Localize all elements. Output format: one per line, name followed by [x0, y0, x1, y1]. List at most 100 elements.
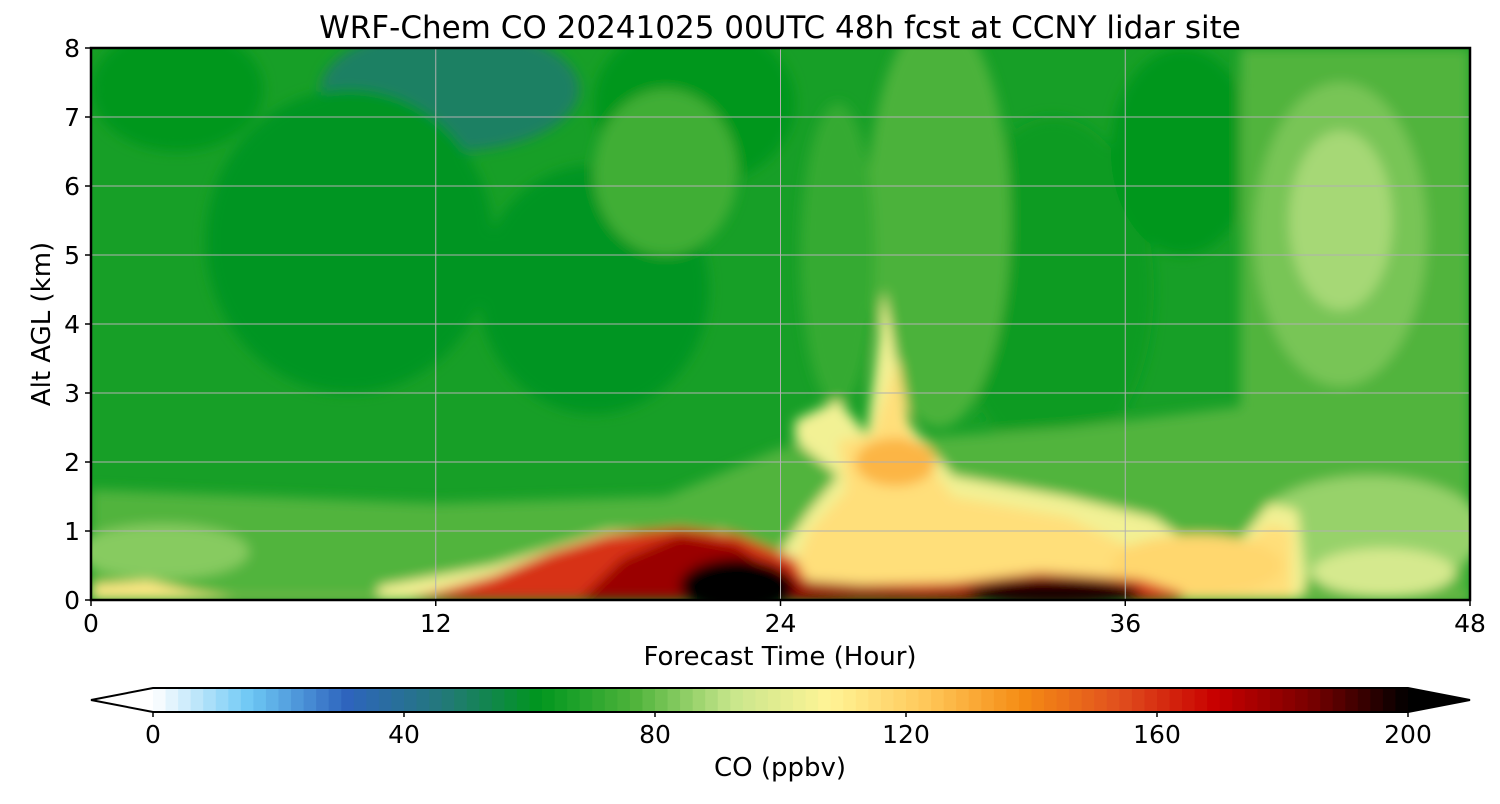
y-tick-label: 8 [64, 34, 80, 63]
colorbar-tick-label: 40 [388, 720, 420, 749]
colorbar-segment [1131, 688, 1146, 712]
colorbar-segment [1332, 688, 1346, 712]
colorbar-segment [429, 688, 443, 712]
colorbar-segment [504, 688, 518, 712]
colorbar-segment [1282, 688, 1296, 712]
colorbar-segment [993, 688, 1007, 712]
colorbar-segment [215, 688, 229, 712]
colorbar-segment [1069, 688, 1083, 712]
colorbar-segment [981, 688, 995, 712]
colorbar-segment [1119, 688, 1133, 712]
x-tick-label: 48 [1454, 609, 1486, 638]
colorbar-segment [742, 688, 756, 712]
y-tick-label: 0 [64, 586, 80, 615]
colorbar-segment [404, 688, 418, 712]
colorbar-segment [1269, 688, 1284, 712]
y-tick-label: 6 [64, 172, 80, 201]
colorbar-segment [818, 688, 832, 712]
colorbar-segment [1194, 688, 1208, 712]
colorbar-segment [416, 688, 430, 712]
colorbar-segment [1081, 688, 1095, 712]
colorbar-segment [880, 688, 895, 712]
colorbar-segment [868, 688, 882, 712]
colorbar-segment [1232, 688, 1246, 712]
colorbar: 0 40 80 120 160 200 [90, 687, 1471, 749]
x-tick-label: 12 [420, 609, 452, 638]
colorbar-segment [918, 688, 932, 712]
colorbar-segment [240, 688, 254, 712]
colorbar-segment [1182, 688, 1196, 712]
colorbar-segment [1345, 688, 1359, 712]
colorbar-segment [1382, 688, 1397, 712]
colorbar-tick-label: 200 [1384, 720, 1432, 749]
colorbar-segment [554, 688, 568, 712]
colorbar-segment [378, 688, 393, 712]
colorbar-segment [793, 688, 807, 712]
colorbar-segment [692, 688, 706, 712]
colorbar-segment [830, 688, 844, 712]
colorbar-segment [303, 688, 317, 712]
colorbar-segment [366, 688, 380, 712]
field-green-column [866, 48, 1011, 428]
colorbar-segment [567, 688, 581, 712]
colorbar-segment [1031, 688, 1045, 712]
colorbar-segment [855, 688, 869, 712]
chart-title: WRF-Chem CO 20241025 00UTC 48h fcst at C… [319, 10, 1241, 46]
colorbar-segment [542, 688, 556, 712]
colorbar-segment [278, 688, 292, 712]
colorbar-segment [1094, 688, 1108, 712]
colorbar-segment [316, 688, 330, 712]
y-tick-label: 2 [64, 448, 80, 477]
colorbar-segment [843, 688, 857, 712]
x-axis: 0 12 24 36 48 [83, 600, 1486, 638]
field-teal-far [1110, 48, 1255, 255]
colorbar-segment [1395, 688, 1409, 712]
colorbar-segment [328, 688, 342, 712]
colorbar-tick-label: 0 [145, 720, 161, 749]
colorbar-segment [1018, 688, 1033, 712]
colorbar-segment [780, 688, 794, 712]
x-tick-label: 24 [765, 609, 797, 638]
colorbar-segment [1144, 688, 1158, 712]
colorbar-segment [153, 688, 167, 712]
colorbar-segment [680, 688, 694, 712]
colorbar-segment [705, 688, 719, 712]
colorbar-segment [1320, 688, 1334, 712]
plot-area [89, 46, 1472, 602]
colorbar-segment [755, 688, 769, 712]
colorbar-segment [228, 688, 242, 712]
colorbar-segment [165, 688, 179, 712]
colorbar-segment [943, 688, 957, 712]
field-plume-orange [780, 358, 1292, 600]
colorbar-segment [642, 688, 656, 712]
colorbar-segment [1370, 688, 1384, 712]
y-tick-label: 1 [64, 517, 80, 546]
field-green-patch [593, 89, 738, 255]
colorbar-segment [1219, 688, 1233, 712]
y-tick-label: 3 [64, 379, 80, 408]
colorbar-segment [466, 688, 480, 712]
colorbar-segment [1257, 688, 1271, 712]
x-tick-label: 0 [83, 609, 99, 638]
colorbar-segment [667, 688, 681, 712]
colorbar-segment [529, 688, 543, 712]
colorbar-segment [441, 688, 455, 712]
colorbar-segment [1207, 688, 1221, 712]
colorbar-segment [265, 688, 280, 712]
colorbar-segment [454, 688, 468, 712]
y-tick-label: 4 [64, 310, 80, 339]
colorbar-segment [767, 688, 782, 712]
colorbar-segment [353, 688, 367, 712]
colorbar-segment [491, 688, 505, 712]
y-axis: 0 1 2 3 4 5 6 7 8 [64, 34, 91, 615]
colorbar-extend-max [1408, 688, 1470, 712]
y-axis-label: Alt AGL (km) [27, 242, 57, 406]
colorbar-segment [1006, 688, 1020, 712]
colorbar-segment [805, 688, 819, 712]
colorbar-segment [629, 688, 644, 712]
colorbar-segment [1106, 688, 1120, 712]
y-tick-label: 7 [64, 103, 80, 132]
colorbar-segment [604, 688, 618, 712]
